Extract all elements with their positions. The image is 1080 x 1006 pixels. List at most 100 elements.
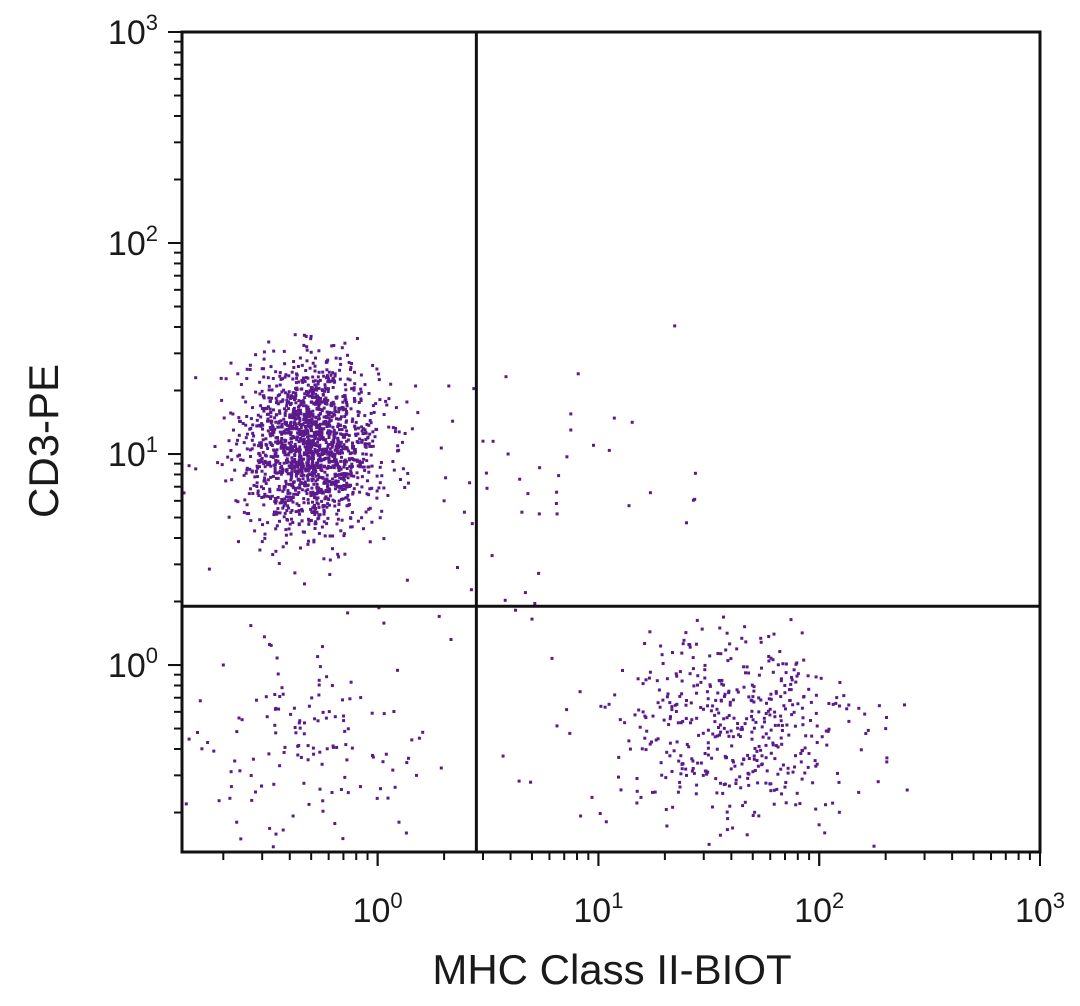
data-point: [367, 442, 371, 446]
data-point: [470, 522, 474, 526]
data-point: [656, 701, 660, 705]
data-point: [766, 709, 770, 713]
data-point: [317, 414, 321, 417]
data-point: [730, 744, 734, 748]
data-point: [742, 685, 746, 689]
data-point: [284, 533, 288, 537]
data-point: [369, 453, 373, 457]
data-point: [318, 787, 322, 791]
data-point: [260, 422, 264, 426]
data-point: [287, 407, 290, 411]
data-point: [253, 529, 257, 533]
data-point: [727, 734, 731, 738]
data-point: [269, 411, 273, 415]
data-point: [368, 487, 372, 491]
data-point: [824, 803, 827, 807]
data-point: [229, 411, 233, 415]
data-point: [569, 428, 573, 432]
data-point: [643, 642, 647, 645]
data-point: [722, 615, 725, 619]
data-point: [298, 719, 302, 723]
data-point: [315, 482, 319, 486]
data-point: [286, 499, 290, 503]
data-point: [667, 723, 671, 727]
data-point: [346, 791, 350, 795]
data-point: [731, 735, 735, 739]
data-point: [800, 631, 804, 635]
data-point: [260, 389, 264, 393]
data-point: [752, 689, 756, 693]
data-point: [260, 496, 264, 499]
data-point: [345, 401, 348, 404]
data-point: [196, 731, 199, 734]
data-point: [311, 440, 315, 444]
data-point: [359, 399, 363, 402]
data-point: [350, 465, 354, 468]
data-point: [368, 506, 372, 510]
data-point: [226, 455, 230, 459]
data-point: [319, 463, 323, 467]
data-point: [739, 728, 743, 731]
data-point: [207, 567, 211, 571]
data-point: [327, 423, 331, 427]
data-point: [249, 774, 253, 777]
data-point: [236, 500, 240, 504]
data-point: [281, 377, 285, 381]
data-point: [269, 428, 273, 432]
data-point: [307, 539, 310, 543]
data-point: [303, 379, 307, 383]
data-point: [379, 461, 383, 464]
data-point: [359, 373, 363, 377]
data-point: [795, 661, 799, 665]
data-point: [347, 361, 351, 364]
data-point: [249, 417, 253, 421]
data-point: [280, 437, 284, 440]
data-point: [276, 402, 280, 406]
data-point: [278, 695, 282, 698]
data-point: [651, 714, 655, 718]
data-point: [362, 432, 366, 435]
data-point: [678, 785, 682, 789]
data-point: [346, 493, 350, 497]
data-point: [773, 723, 777, 727]
data-point: [268, 490, 272, 494]
data-point: [295, 447, 298, 451]
data-point: [292, 366, 296, 369]
data-point: [378, 481, 382, 485]
data-point: [710, 756, 714, 760]
data-point: [847, 703, 851, 707]
data-point: [328, 488, 332, 492]
data-point: [282, 461, 286, 465]
data-point: [337, 484, 341, 488]
data-point: [403, 486, 407, 489]
data-point: [339, 362, 343, 366]
data-point: [339, 432, 343, 436]
data-point: [684, 767, 688, 771]
data-point: [313, 383, 317, 387]
data-point: [326, 452, 330, 456]
data-point: [282, 417, 286, 421]
data-point: [259, 415, 263, 419]
data-point: [302, 421, 306, 425]
data-point: [312, 510, 316, 514]
data-point: [301, 464, 305, 468]
x-axis-title: MHC Class II-BIOT: [432, 946, 791, 993]
data-point: [333, 715, 337, 719]
data-point: [309, 334, 313, 338]
data-point: [361, 427, 365, 431]
data-point: [352, 388, 356, 392]
data-point: [277, 421, 281, 425]
data-point: [673, 703, 677, 707]
data-point: [316, 402, 319, 406]
data-point: [405, 578, 409, 582]
data-point: [367, 507, 371, 511]
data-point: [380, 474, 384, 478]
data-point: [284, 428, 288, 432]
data-point: [272, 510, 276, 514]
data-point: [537, 512, 541, 516]
data-point: [336, 425, 340, 429]
data-point: [668, 701, 672, 705]
data-point: [681, 642, 685, 646]
data-point: [298, 486, 302, 490]
data-point: [745, 665, 749, 669]
